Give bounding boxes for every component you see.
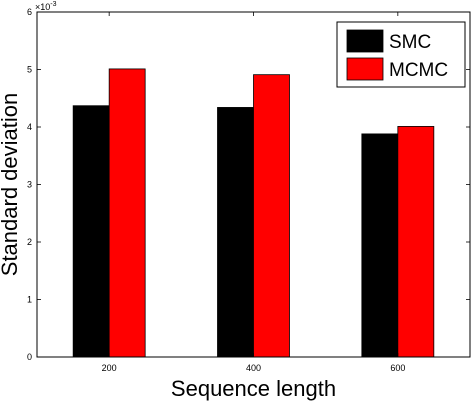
legend-label-mcmc: MCMC <box>389 60 448 81</box>
bars-group <box>72 68 435 358</box>
y-axis-ticks: 0 1 2 3 4 5 6 <box>27 7 470 362</box>
x-tick-label-200: 200 <box>102 363 117 373</box>
bar-smc-200 <box>72 105 110 358</box>
y-tick-label: 0 <box>27 352 32 362</box>
x-axis-ticks: 200 400 600 <box>102 12 405 373</box>
x-axis-title: Sequence length <box>171 376 336 401</box>
y-tick-label: 4 <box>27 122 32 132</box>
y-axis-title: Standard deviation <box>0 93 22 276</box>
y-axis-multiplier: ×10-3 <box>35 1 57 12</box>
bar-mcmc-200 <box>108 68 146 358</box>
legend-label-smc: SMC <box>389 32 431 53</box>
y-tick-label: 3 <box>27 180 32 190</box>
y-multiplier-exponent: -3 <box>50 1 56 8</box>
y-tick-label: 2 <box>27 237 32 247</box>
y-tick-label: 5 <box>27 65 32 75</box>
y-tick-label: 1 <box>27 295 32 305</box>
bar-smc-600 <box>361 133 399 358</box>
bar-smc-400 <box>217 107 254 358</box>
bar-mcmc-400 <box>253 74 290 358</box>
x-tick-label-600: 600 <box>390 363 405 373</box>
bar-mcmc-600 <box>397 126 435 358</box>
y-multiplier-base: ×10 <box>35 2 50 12</box>
legend: SMC MCMC <box>336 21 466 88</box>
y-tick-label: 6 <box>27 7 32 17</box>
legend-swatch-mcmc <box>346 57 384 81</box>
x-tick-label-400: 400 <box>246 363 261 373</box>
legend-swatch-smc <box>346 29 384 53</box>
